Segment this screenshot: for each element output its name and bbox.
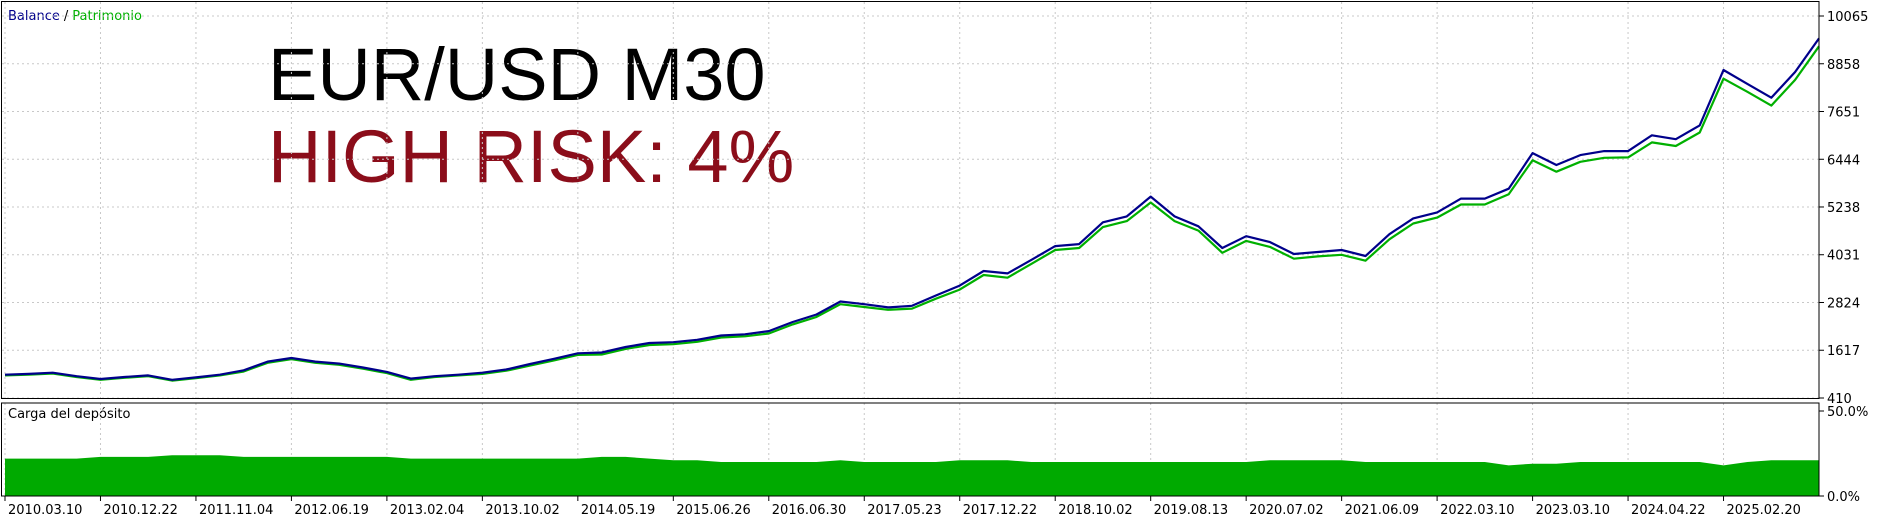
x-tick-label: 2012.06.19 xyxy=(294,503,368,518)
y-tick-label: 7651 xyxy=(1827,106,1860,121)
legend-separator: / xyxy=(64,9,69,24)
x-tick-label: 2022.03.10 xyxy=(1440,503,1514,518)
x-tick-label: 2016.06.30 xyxy=(772,503,846,518)
panel-title: Carga del depósito xyxy=(8,407,130,422)
grid xyxy=(2,2,1819,496)
x-tick-label: 2023.03.10 xyxy=(1536,503,1610,518)
y-tick-label: 410 xyxy=(1827,392,1852,407)
y-tick-label: 6444 xyxy=(1827,153,1860,168)
y-tick-label: 5238 xyxy=(1827,201,1860,216)
y-tick-label: 2824 xyxy=(1827,296,1860,311)
y-tick-label: 1617 xyxy=(1827,344,1860,359)
x-tick-label: 2010.12.22 xyxy=(103,503,177,518)
x-tick-label: 2017.05.23 xyxy=(867,503,941,518)
y-tick-label: 4031 xyxy=(1827,249,1860,264)
x-tick-label: 2015.06.26 xyxy=(676,503,750,518)
line-series xyxy=(4,37,1820,381)
chart-subtitle: HIGH RISK: 4% xyxy=(268,115,794,198)
x-tick-label: 2017.12.22 xyxy=(963,503,1037,518)
chart-title: EUR/USD M30 xyxy=(268,33,766,116)
x-tick-label: 2013.02.04 xyxy=(390,503,464,518)
x-tick-label: 2019.08.13 xyxy=(1154,503,1228,518)
y-tick-label: 50.0% xyxy=(1827,405,1868,420)
line-series xyxy=(4,45,1820,382)
y-tick-label: 10065 xyxy=(1827,10,1868,25)
x-tick-label: 2018.10.02 xyxy=(1058,503,1132,518)
frame xyxy=(1,402,1820,497)
x-tick-label: 2010.03.10 xyxy=(8,503,82,518)
y-tick-label: 8858 xyxy=(1827,58,1860,73)
y-tick-label: 0.0% xyxy=(1827,490,1860,505)
x-tick-label: 2025.02.20 xyxy=(1727,503,1801,518)
x-tick-label: 2011.11.04 xyxy=(199,503,273,518)
x-tick-label: 2020.07.02 xyxy=(1249,503,1323,518)
x-tick-label: 2013.10.02 xyxy=(485,503,559,518)
x-tick-label: 2024.04.22 xyxy=(1631,503,1705,518)
x-tick-label: 2014.05.19 xyxy=(581,503,655,518)
area-series xyxy=(5,455,1819,496)
x-tick-label: 2021.06.09 xyxy=(1345,503,1419,518)
frame xyxy=(1,1,1820,399)
